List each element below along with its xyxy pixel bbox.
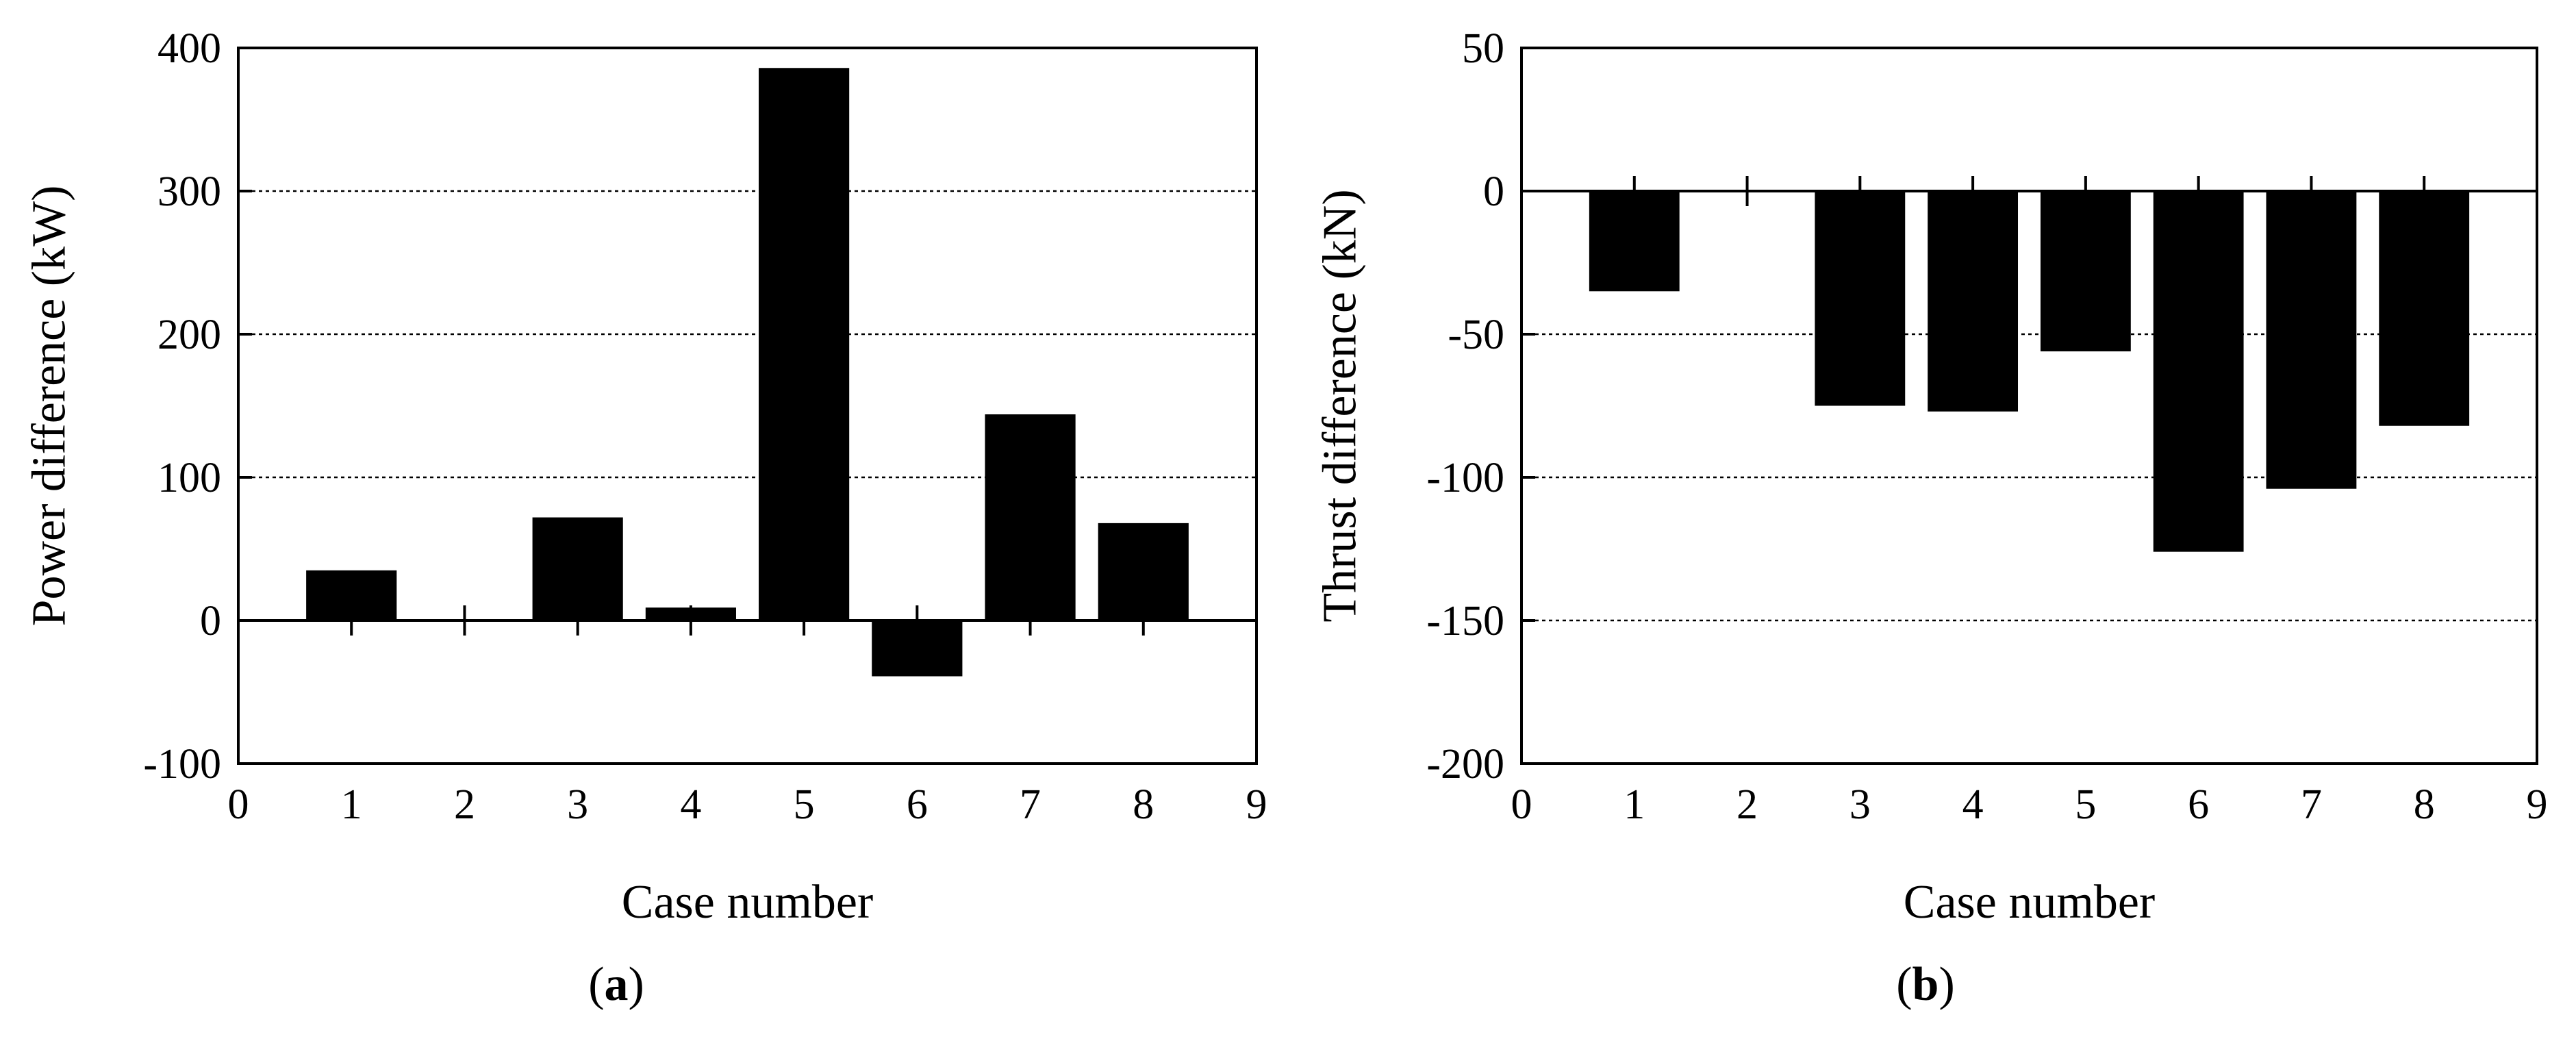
x-tick-label: 0 [1511, 781, 1532, 828]
x-tick-label: 9 [2527, 781, 2548, 828]
y-axis-label: Thrust difference (kN) [1314, 189, 1367, 622]
bar [532, 517, 623, 620]
y-tick-label: -100 [1426, 455, 1504, 501]
bar [1589, 191, 1680, 292]
plot-frame [237, 47, 1258, 765]
x-tick-label: 6 [907, 781, 928, 828]
y-tick-label: 100 [157, 455, 221, 501]
plot-frame [1520, 47, 2538, 765]
x-tick-label: 0 [228, 781, 249, 828]
bar [985, 414, 1076, 620]
bar [2153, 191, 2244, 552]
y-tick-label: 300 [157, 168, 221, 215]
x-tick-label: 7 [1020, 781, 1041, 828]
panel-label-b: (b) [1896, 958, 1955, 1011]
y-tick-label: -50 [1448, 312, 1504, 358]
x-tick-label: 6 [2188, 781, 2209, 828]
bar [2266, 191, 2357, 489]
y-tick-label: 0 [200, 598, 221, 644]
bar [1098, 523, 1189, 620]
x-tick-label: 1 [341, 781, 362, 828]
bar [1815, 191, 1906, 406]
bar [2379, 191, 2470, 426]
x-tick-label: 2 [454, 781, 475, 828]
x-tick-label: 3 [567, 781, 588, 828]
y-tick-label: 0 [1483, 168, 1504, 215]
chart-panel-b: -200 -150 -100 -50 0 50 0 1 2 3 4 5 6 7 8 9 Case number T… [1314, 25, 2548, 929]
y-tick-label: -100 [143, 741, 221, 788]
bar [2040, 191, 2131, 352]
y-tick-label: -150 [1426, 598, 1504, 644]
x-axis-label: Case number [1904, 876, 2155, 929]
x-axis-label: Case number [622, 876, 873, 929]
x-tick-label: 8 [1133, 781, 1154, 828]
x-tick-label: 4 [680, 781, 701, 828]
panel-label-a: (a) [588, 958, 644, 1011]
y-axis-label: Power difference (kW) [23, 186, 76, 627]
bar [1928, 191, 2019, 412]
bar [759, 68, 850, 620]
y-tick-label: 200 [157, 312, 221, 358]
x-tick-label: 3 [1849, 781, 1871, 828]
x-tick-label: 7 [2301, 781, 2322, 828]
x-tick-label: 8 [2414, 781, 2435, 828]
x-tick-label: 5 [794, 781, 815, 828]
y-tick-label: 50 [1462, 25, 1504, 72]
y-tick-label: -200 [1426, 741, 1504, 788]
y-tick-label: 400 [157, 25, 221, 72]
x-tick-label: 4 [1962, 781, 1984, 828]
x-tick-label: 5 [2075, 781, 2096, 828]
x-tick-label: 9 [1246, 781, 1267, 828]
x-tick-label: 1 [1624, 781, 1645, 828]
x-tick-label: 2 [1737, 781, 1758, 828]
